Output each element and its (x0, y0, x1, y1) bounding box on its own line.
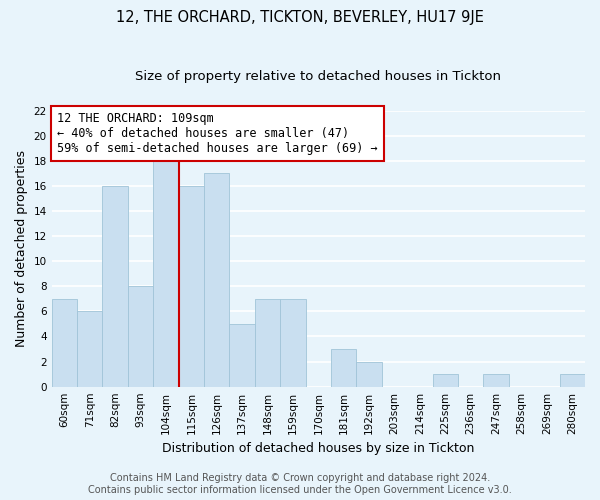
Bar (484, 374, 509, 386)
Bar (77, 312, 103, 386)
Bar (153, 161, 179, 386)
Bar (179, 186, 204, 386)
X-axis label: Distribution of detached houses by size in Tickton: Distribution of detached houses by size … (162, 442, 475, 455)
Bar (356, 362, 382, 386)
Bar (560, 374, 585, 386)
Bar (331, 349, 356, 387)
Bar (229, 324, 255, 386)
Bar (433, 374, 458, 386)
Text: 12, THE ORCHARD, TICKTON, BEVERLEY, HU17 9JE: 12, THE ORCHARD, TICKTON, BEVERLEY, HU17… (116, 10, 484, 25)
Title: Size of property relative to detached houses in Tickton: Size of property relative to detached ho… (136, 70, 502, 83)
Text: Contains HM Land Registry data © Crown copyright and database right 2024.
Contai: Contains HM Land Registry data © Crown c… (88, 474, 512, 495)
Text: 12 THE ORCHARD: 109sqm
← 40% of detached houses are smaller (47)
59% of semi-det: 12 THE ORCHARD: 109sqm ← 40% of detached… (57, 112, 377, 155)
Bar (128, 286, 153, 386)
Bar (280, 299, 305, 386)
Y-axis label: Number of detached properties: Number of detached properties (15, 150, 28, 347)
Bar (103, 186, 128, 386)
Bar (204, 174, 229, 386)
Bar (52, 299, 77, 386)
Bar (255, 299, 280, 386)
